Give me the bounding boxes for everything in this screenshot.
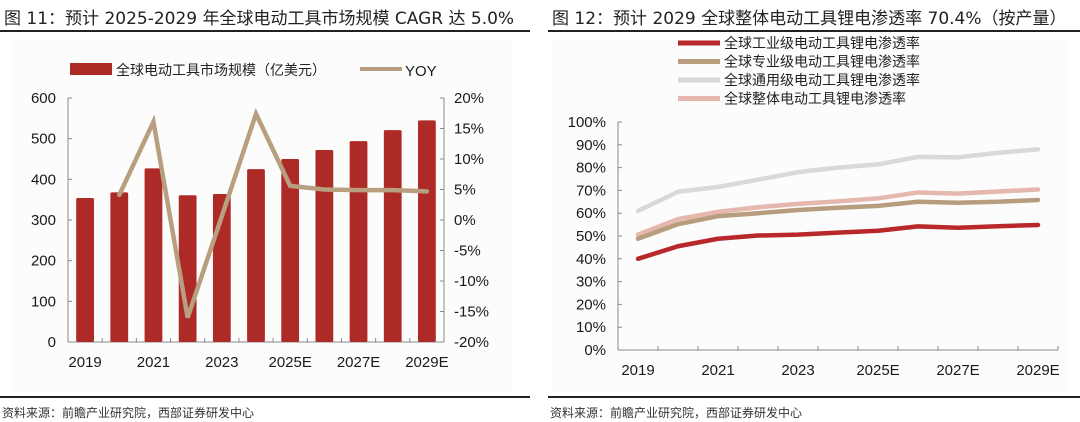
legend-swatch-market-size <box>70 63 112 75</box>
legend-label-series-1: 全球专业级电动工具锂电渗透率 <box>724 54 920 71</box>
right-y-tick-label: -15% <box>454 304 489 321</box>
right-figure-title: 图 12：预计 2029 全球整体电动工具锂电渗透率 70.4%（按产量） <box>552 9 1067 29</box>
bar-market-size-2028E <box>383 130 402 342</box>
left-source-rule <box>0 396 530 398</box>
y-tick-label: 30% <box>576 274 606 291</box>
x-tick-label: 2027E <box>936 362 979 379</box>
x-tick-label: 2019 <box>68 354 101 371</box>
x-tick-label: 2029E <box>1016 362 1059 379</box>
x-tick-label: 2023 <box>205 354 238 371</box>
right-title-rule <box>548 30 1080 32</box>
x-tick-label: 2019 <box>621 362 654 379</box>
bar-market-size-2022 <box>178 195 197 342</box>
right-y-tick-label: -20% <box>454 334 489 351</box>
left-bar-line-chart: 全球电动工具市场规模（亿美元） YOY 0 100 200 300 400 500 600 -20… <box>31 62 489 371</box>
bar-market-size-2024 <box>247 169 265 342</box>
bar-market-size-2026E <box>315 150 334 342</box>
bar-market-size-2019 <box>76 198 94 342</box>
right-y-tick-label: 15% <box>454 121 484 138</box>
left-y-tick-label: 0 <box>48 334 56 351</box>
left-y-tick-label: 200 <box>31 253 56 270</box>
y-tick-label: 60% <box>576 205 606 222</box>
bar-market-size-2029E <box>418 120 436 342</box>
bar-market-size-2027E <box>349 141 368 342</box>
y-tick-label: 40% <box>576 251 606 268</box>
left-y-tick-label: 300 <box>31 212 56 229</box>
y-tick-label: 50% <box>576 228 606 245</box>
right-y-tick-label: 0% <box>454 212 476 229</box>
legend-label-series-0: 全球工业级电动工具锂电渗透率 <box>724 35 920 52</box>
left-y-tick-label: 500 <box>31 131 56 148</box>
x-tick-label: 2029E <box>405 354 448 371</box>
right-source-note: 资料来源：前瞻产业研究院，西部证券研发中心 <box>550 406 803 420</box>
y-tick-label: 90% <box>576 137 606 154</box>
right-y-tick-label: 5% <box>454 182 476 199</box>
x-tick-label: 2023 <box>781 362 814 379</box>
right-y-tick-label: 20% <box>454 90 484 107</box>
right-y-tick-label: -5% <box>454 243 481 260</box>
right-y-tick-label: 10% <box>454 151 484 168</box>
x-tick-label: 2027E <box>337 354 380 371</box>
line-series-0 <box>635 222 1041 262</box>
legend-label-series-3: 全球整体电动工具锂电渗透率 <box>724 91 906 108</box>
right-line-chart: 全球工业级电动工具锂电渗透率全球专业级电动工具锂电渗透率全球通用级电动工具锂电渗… <box>568 35 1060 379</box>
right-chart-background <box>552 40 1068 392</box>
x-tick-label: 2025E <box>268 354 311 371</box>
y-tick-label: 80% <box>576 160 606 177</box>
line-yoy <box>117 107 430 319</box>
legend-label-series-2: 全球通用级电动工具锂电渗透率 <box>724 72 920 89</box>
left-y-tick-label: 400 <box>31 171 56 188</box>
x-tick-label: 2025E <box>856 362 899 379</box>
left-figure-panel: 图 11：预计 2025-2029 年全球电动工具市场规模 CAGR 达 5.0… <box>0 0 530 422</box>
bar-market-size-2025E <box>281 159 300 342</box>
left-source-note: 资料来源：前瞻产业研究院，西部证券研发中心 <box>2 406 255 420</box>
legend-label-yoy: YOY <box>405 63 437 80</box>
bar-market-size-2020 <box>110 192 129 342</box>
right-y-tick-label: -10% <box>454 273 489 290</box>
x-tick-label: 2021 <box>701 362 734 379</box>
left-title-rule <box>0 30 530 32</box>
y-tick-label: 70% <box>576 182 606 199</box>
y-tick-label: 10% <box>576 319 606 336</box>
bar-market-size-2021 <box>144 168 163 342</box>
legend-label-market-size: 全球电动工具市场规模（亿美元） <box>116 62 326 79</box>
y-tick-label: 20% <box>576 296 606 313</box>
left-y-tick-label: 100 <box>31 293 56 310</box>
y-tick-label: 100% <box>568 114 606 131</box>
x-tick-label: 2021 <box>137 354 170 371</box>
left-y-tick-label: 600 <box>31 90 56 107</box>
y-tick-label: 0% <box>584 342 606 359</box>
right-figure-panel: 图 12：预计 2029 全球整体电动工具锂电渗透率 70.4%（按产量） 全球… <box>548 0 1080 422</box>
right-source-rule <box>548 396 1080 398</box>
left-figure-title: 图 11：预计 2025-2029 年全球电动工具市场规模 CAGR 达 5.0… <box>4 9 515 29</box>
